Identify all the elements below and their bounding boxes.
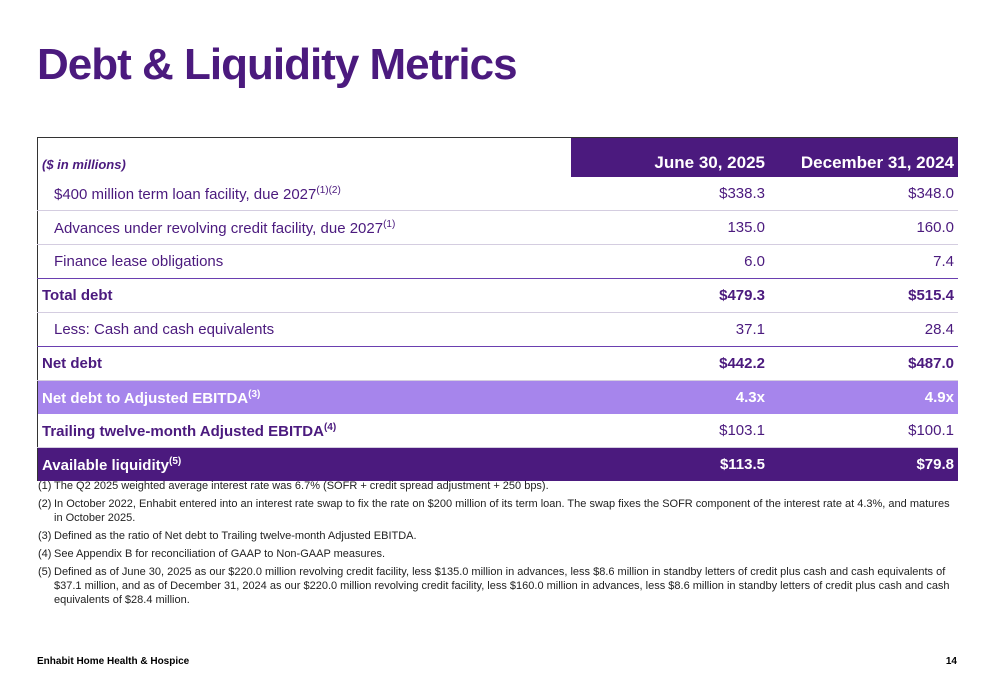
footnote: (4) See Appendix B for reconciliation of … [38, 547, 956, 561]
value-cell: $113.5 [571, 447, 769, 481]
footnote-text: See Appendix B for reconciliation of GAA… [54, 548, 385, 560]
table-row: Finance lease obligations 6.0 7.4 [37, 244, 958, 279]
table-row: Trailing twelve-month Adjusted EBITDA(4)… [37, 414, 958, 448]
row-label: Net debt to Adjusted EBITDA [42, 389, 249, 407]
value-cell: 4.9x [769, 380, 958, 414]
footnote-number: (5) [38, 566, 52, 578]
row-label: Finance lease obligations [54, 253, 224, 270]
value-cell: 160.0 [769, 210, 958, 245]
row-label-cell: Net debt to Adjusted EBITDA(3) [37, 380, 571, 414]
value-cell: $348.0 [769, 177, 958, 211]
footnotes: (1) The Q2 2025 weighted average interest… [38, 479, 956, 611]
value-cell: $100.1 [769, 414, 958, 448]
footnote-text: Defined as the ratio of Net debt to Trai… [54, 530, 417, 542]
value-cell: 4.3x [571, 380, 769, 414]
row-label-cell: Advances under revolving credit facility… [37, 210, 571, 245]
value-cell: 37.1 [571, 312, 769, 347]
table-row: Available liquidity(5) $113.5 $79.8 [37, 447, 958, 481]
row-label: Net debt [42, 355, 102, 372]
footnote-number: (1) [38, 480, 52, 492]
column-header: December 31, 2024 [769, 137, 958, 177]
footnote: (3) Defined as the ratio of Net debt to T… [38, 529, 956, 543]
column-header: June 30, 2025 [571, 137, 769, 177]
footnote-ref: (1) [383, 218, 396, 230]
value-cell: $442.2 [571, 346, 769, 381]
row-label: $400 million term loan facility, due 202… [54, 185, 317, 203]
table-row: Less: Cash and cash equivalents 37.1 28.4 [37, 312, 958, 347]
footnote-number: (2) [38, 498, 52, 510]
value-cell: 6.0 [571, 244, 769, 279]
row-label: Less: Cash and cash equivalents [54, 321, 275, 338]
value-cell: $79.8 [769, 447, 958, 481]
table-row: $400 million term loan facility, due 202… [37, 177, 958, 211]
row-label: Advances under revolving credit facility… [54, 219, 384, 237]
footnote-text: In October 2022, Enhabit entered into an… [54, 498, 950, 524]
value-cell: $103.1 [571, 414, 769, 448]
footnote-number: (3) [38, 530, 52, 542]
footnote-ref: (3) [248, 388, 261, 400]
value-cell: 7.4 [769, 244, 958, 279]
value-cell: 135.0 [571, 210, 769, 245]
row-label-cell: Net debt [37, 346, 571, 381]
footnote-text: The Q2 2025 weighted average interest ra… [54, 480, 549, 492]
row-label-cell: Total debt [37, 278, 571, 313]
row-label: Available liquidity [42, 456, 169, 474]
footnote: (1) The Q2 2025 weighted average interest… [38, 479, 956, 493]
row-label-cell: $400 million term loan facility, due 202… [37, 177, 571, 211]
footnote-ref: (1)(2) [316, 184, 341, 196]
footer-company: Enhabit Home Health & Hospice [37, 656, 190, 667]
row-label-cell: Less: Cash and cash equivalents [37, 312, 571, 347]
value-cell: $479.3 [571, 278, 769, 313]
row-label: Trailing twelve-month Adjusted EBITDA [42, 422, 324, 440]
row-label-cell: Finance lease obligations [37, 244, 571, 279]
footnote-text: Defined as of June 30, 2025 as our $220.… [54, 566, 950, 606]
page-number: 14 [945, 656, 957, 667]
table-row: Net debt $442.2 $487.0 [37, 346, 958, 381]
value-cell: $338.3 [571, 177, 769, 211]
table-row: Total debt $479.3 $515.4 [37, 278, 958, 313]
row-label: Total debt [42, 287, 113, 304]
footnote-ref: (5) [168, 455, 182, 467]
footnote-number: (4) [38, 548, 52, 560]
footnote: (2) In October 2022, Enhabit entered into… [38, 497, 956, 525]
title: Debt & Liquidity Metrics [37, 40, 518, 89]
value-cell: $487.0 [769, 346, 958, 381]
footnote-ref: (4) [323, 421, 337, 433]
row-label-cell: Trailing twelve-month Adjusted EBITDA(4) [37, 414, 571, 448]
value-cell: 28.4 [769, 312, 958, 347]
value-cell: $515.4 [769, 278, 958, 313]
row-label-cell: Available liquidity(5) [37, 447, 571, 481]
debt-table: ($ in millions) June 30, 2025 December 31,… [37, 137, 958, 481]
header-row: ($ in millions) June 30, 2025 December 31,… [38, 137, 958, 177]
table-row: Net debt to Adjusted EBITDA(3) 4.3x 4.9x [37, 380, 958, 414]
table-row: Advances under revolving credit facility… [37, 210, 958, 245]
units-label: ($ in millions) [42, 157, 126, 172]
footnote: (5) Defined as of June 30, 2025 as our $2… [38, 565, 956, 607]
